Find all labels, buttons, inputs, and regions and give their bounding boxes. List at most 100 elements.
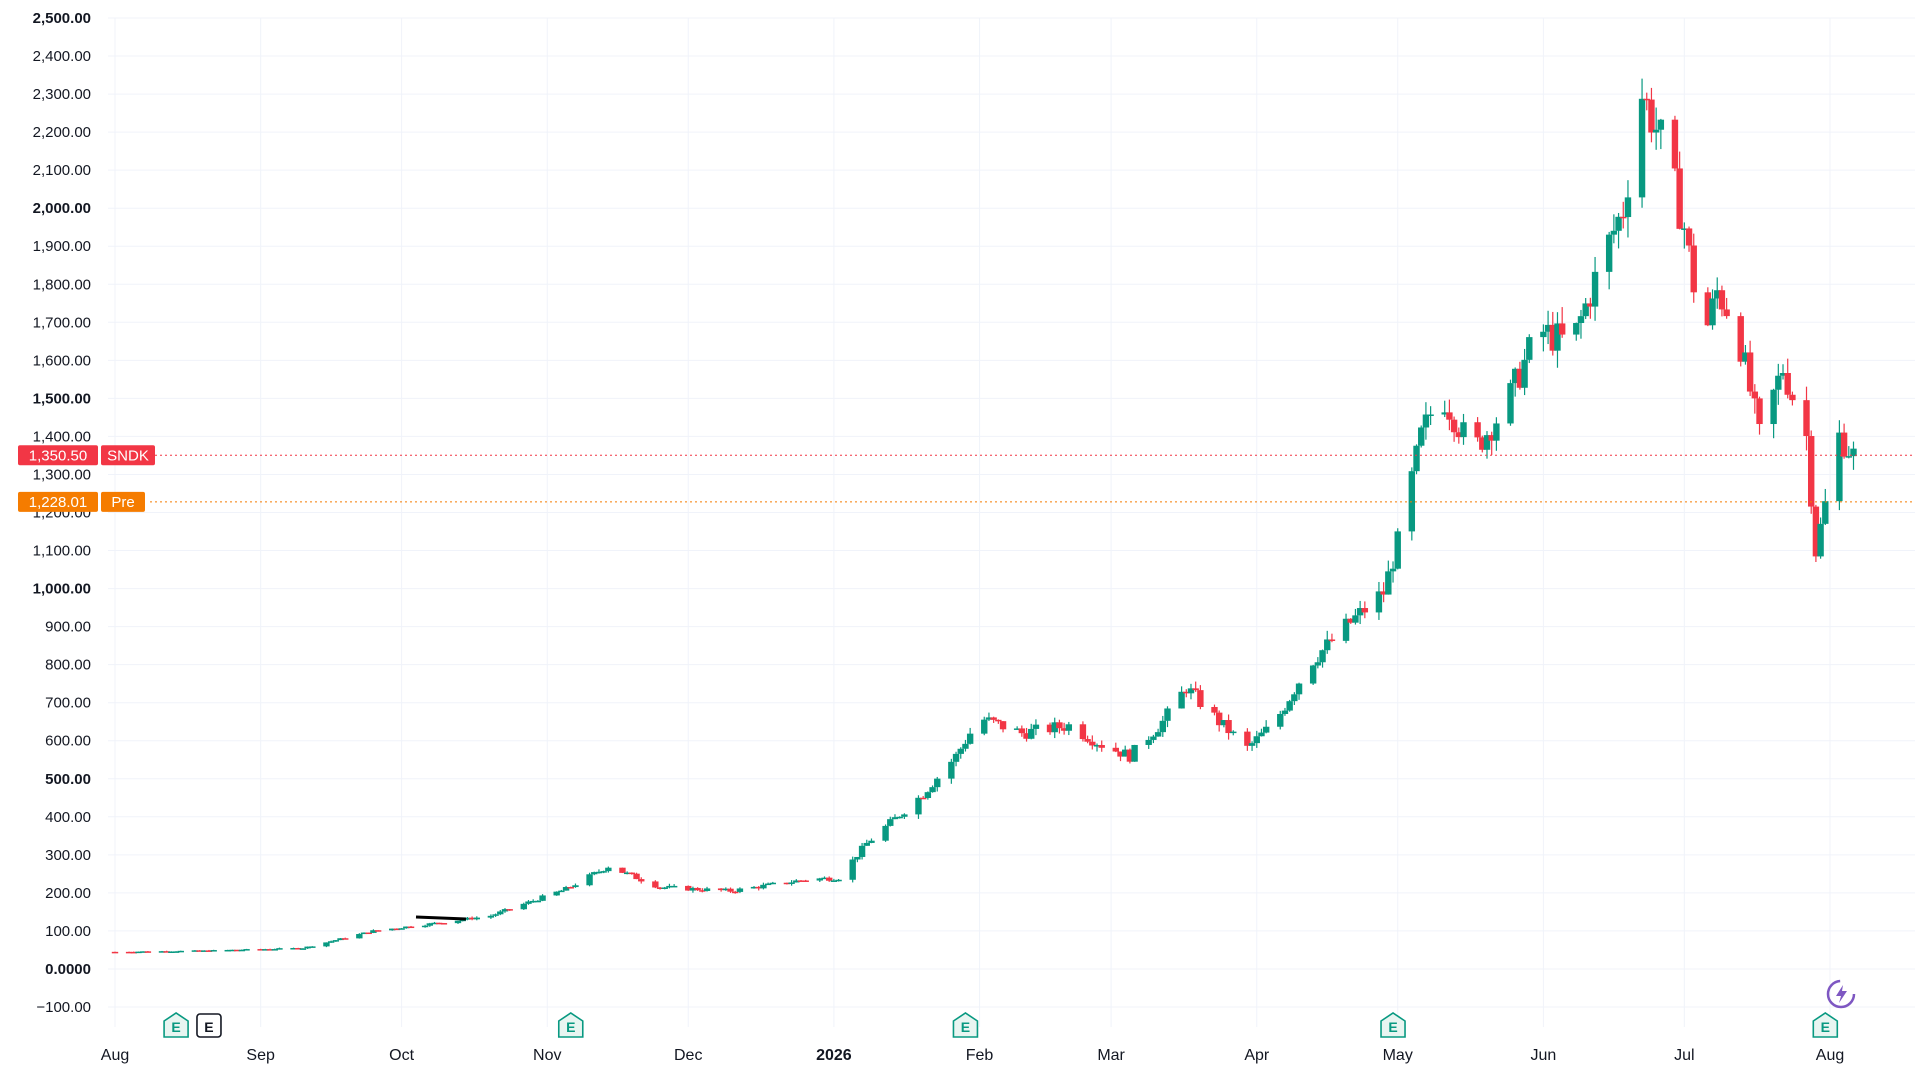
- candle: [205, 949, 213, 952]
- candle: [1577, 309, 1585, 339]
- candle: [1309, 664, 1317, 685]
- price-tag-name: Pre: [111, 494, 134, 511]
- candle: [1526, 334, 1533, 364]
- candle: [210, 949, 217, 952]
- candle: [1756, 396, 1763, 435]
- candle: [304, 946, 311, 949]
- price-tag-value: 1,228.01: [29, 494, 87, 511]
- candle: [1690, 233, 1697, 303]
- candle: [168, 951, 175, 954]
- candle: [111, 951, 119, 954]
- candle: [1789, 391, 1796, 406]
- candle: [816, 877, 823, 883]
- earnings-marker[interactable]: E: [952, 1012, 979, 1038]
- candle: [1544, 310, 1552, 345]
- x-tick-label: Oct: [389, 1047, 414, 1064]
- candle: [1591, 256, 1599, 321]
- candle: [290, 947, 297, 950]
- candle: [652, 880, 659, 889]
- candle: [1746, 340, 1754, 396]
- candle: [1079, 721, 1087, 742]
- candle: [1192, 681, 1199, 692]
- candle: [1286, 699, 1293, 712]
- candle: [1822, 488, 1829, 526]
- assistant-icon[interactable]: [1826, 979, 1856, 1009]
- candle: [1183, 689, 1190, 698]
- candle: [1122, 745, 1129, 757]
- earnings-marker-label: E: [171, 1019, 180, 1035]
- candle: [1488, 431, 1495, 456]
- price-tag-value: 1,350.50: [29, 447, 87, 464]
- y-tick-label: 0.0000: [45, 961, 91, 978]
- candle: [1220, 720, 1228, 728]
- candle: [1507, 379, 1514, 426]
- y-tick-label: 2,400.00: [33, 48, 91, 65]
- candle: [1643, 92, 1650, 111]
- candle: [1352, 608, 1359, 625]
- candle: [966, 727, 974, 745]
- candle: [825, 876, 833, 882]
- candle: [1356, 600, 1364, 625]
- price-tags: 1,350.50 SNDK 1,228.01 Pre: [18, 445, 1915, 512]
- earnings-marker[interactable]: E: [196, 1013, 222, 1038]
- candle: [1620, 201, 1627, 229]
- candle: [1474, 417, 1481, 442]
- candle: [934, 776, 941, 792]
- earnings-marker[interactable]: E: [557, 1012, 584, 1038]
- candle: [1446, 399, 1453, 431]
- x-tick-label: Dec: [674, 1047, 702, 1064]
- candle: [529, 899, 537, 903]
- candle: [497, 910, 504, 916]
- candle: [262, 948, 269, 951]
- candle: [337, 938, 344, 941]
- candle: [1845, 446, 1852, 459]
- price-tag-name: SNDK: [107, 447, 149, 464]
- candle: [919, 796, 927, 800]
- candle: [1056, 719, 1063, 734]
- candle: [473, 916, 480, 921]
- candle: [1441, 400, 1448, 418]
- candle: [736, 887, 744, 894]
- candle: [360, 932, 368, 935]
- candle: [1187, 683, 1195, 700]
- candle: [793, 879, 800, 883]
- candle: [1225, 714, 1232, 740]
- y-axis-labels: 2,500.00 2,400.00 2,300.00 2,200.00 2,100.00…: [33, 10, 91, 1016]
- candle: [1652, 107, 1660, 150]
- candle: [177, 950, 184, 953]
- drawn-trend-line[interactable]: [415, 915, 467, 921]
- candle: [1521, 348, 1528, 396]
- candle: [600, 870, 607, 874]
- candle: [1324, 630, 1331, 654]
- candle: [520, 902, 527, 910]
- candle: [948, 758, 955, 784]
- candle: [727, 887, 734, 893]
- candle: [1408, 467, 1416, 541]
- y-tick-label: 1,600.00: [33, 352, 91, 369]
- earnings-marker[interactable]: E: [163, 1012, 189, 1038]
- candle: [299, 948, 307, 950]
- y-tick-label: 1,900.00: [33, 238, 91, 255]
- candle: [356, 933, 363, 939]
- candle: [365, 932, 372, 935]
- candle: [985, 712, 993, 722]
- candle: [1126, 748, 1134, 764]
- earnings-marker[interactable]: E: [1812, 1012, 1839, 1038]
- candle: [891, 814, 899, 820]
- candle: [1483, 431, 1491, 459]
- candle: [1262, 720, 1270, 734]
- candle: [1281, 707, 1289, 716]
- candle: [1812, 504, 1820, 562]
- candle: [1065, 721, 1073, 736]
- candle: [732, 890, 739, 894]
- price-tag-pre: 1,228.01 Pre: [18, 491, 145, 512]
- earnings-marker[interactable]: E: [1380, 1012, 1406, 1038]
- candle: [957, 747, 964, 759]
- candle: [670, 884, 678, 888]
- candle: [539, 894, 546, 902]
- candle: [1479, 435, 1486, 453]
- candle: [1131, 744, 1138, 762]
- candle: [661, 886, 668, 890]
